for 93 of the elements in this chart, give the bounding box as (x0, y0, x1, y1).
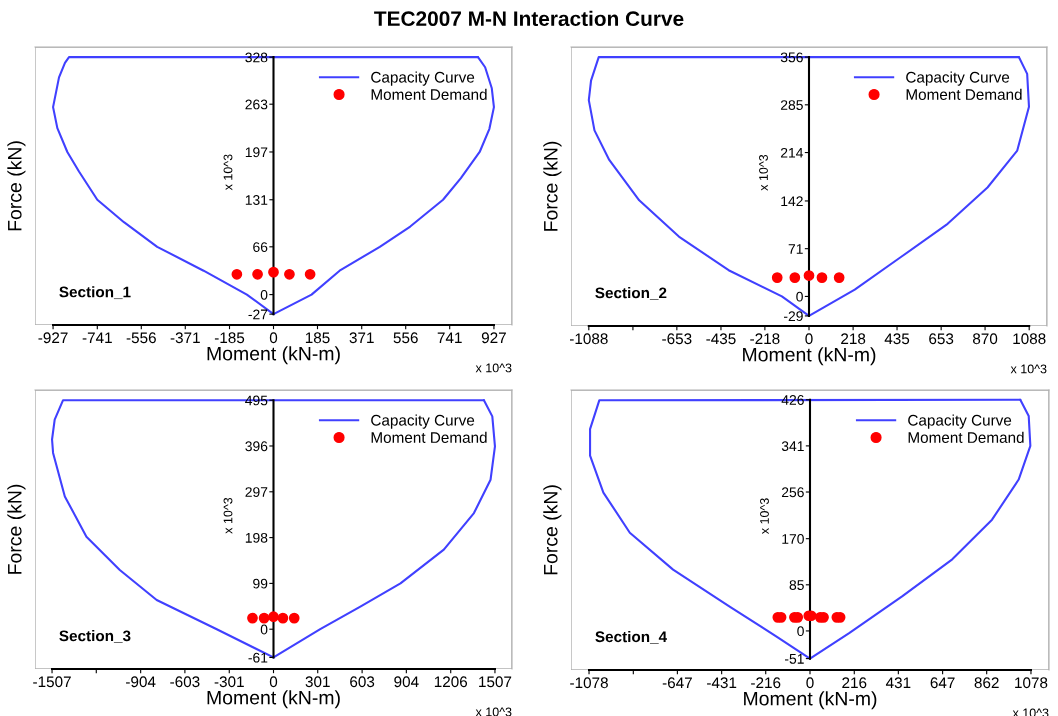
x-tick-label: -653 (662, 333, 692, 345)
y-tick-label: -51 (784, 654, 804, 664)
y-tick-label: 0 (260, 289, 268, 300)
x-tick-label: 927 (481, 332, 506, 344)
legend-label: Capacity Curve (371, 71, 475, 86)
text: x 10^3 (475, 707, 512, 716)
y-tick-label: -27 (248, 309, 268, 320)
y-tick-label: 263 (245, 99, 268, 110)
y-tick-label: 85 (789, 580, 804, 590)
x-tick-label: 0 (805, 333, 813, 345)
x-tick-label: -741 (82, 332, 112, 344)
y-tick-label: 131 (245, 195, 268, 205)
y-axis-title: Force (kN) (7, 484, 26, 574)
x-tick-label: 185 (305, 332, 330, 344)
x-tick-label: 603 (350, 676, 375, 688)
x-tick-label: -216 (751, 677, 781, 689)
y-tick-label: 0 (797, 626, 804, 637)
x-tick-label: -1078 (570, 677, 608, 689)
y-tick-label: -61 (248, 652, 268, 663)
y-tick-label: 170 (782, 534, 804, 544)
x-tick-label: 1078 (1015, 677, 1048, 689)
x-tick-label: -647 (662, 677, 692, 689)
x-tick-label: 301 (305, 676, 330, 688)
x-tick-label: 218 (841, 333, 866, 345)
legend-label: Capacity Curve (371, 414, 475, 429)
x-tick-label: 0 (806, 677, 814, 689)
x-tick-label: 653 (929, 333, 954, 345)
y-tick-label: 198 (245, 532, 268, 543)
x-tick-label: 741 (437, 332, 462, 344)
annotation: x 10^3 (759, 154, 768, 191)
x-tick-label: 556 (393, 332, 418, 344)
x-tick-label: -1507 (33, 676, 71, 688)
chart-title: TEC2007 M-N Interaction Curve (374, 10, 684, 27)
x-tick-label: 904 (394, 676, 419, 688)
x-tick-label: -603 (170, 676, 200, 688)
y-tick-label: 0 (260, 624, 268, 635)
x-tick-label: 371 (349, 332, 374, 344)
x-tick-label: 870 (972, 333, 998, 345)
x-tick-label: -1088 (569, 333, 608, 345)
y-axis-title: Force (kN) (543, 141, 562, 231)
x-tick-label: -218 (750, 333, 780, 345)
annotation: Section_1 (59, 286, 131, 300)
x-tick-label: -904 (126, 676, 156, 688)
x-tick-label: 862 (974, 677, 999, 689)
x-tick-label: 647 (930, 677, 955, 689)
x-tick-label: -435 (706, 333, 736, 345)
x-axis-title: Moment (kN-m) (743, 347, 876, 366)
y-tick-label: 71 (788, 244, 803, 254)
x-axis-title: Moment (kN-m) (207, 690, 340, 709)
legend-label: Moment Demand (906, 88, 1022, 100)
x-tick-label: 1088 (1013, 333, 1046, 345)
x-tick-label: 0 (269, 332, 278, 344)
legend-label: Capacity Curve (908, 414, 1012, 429)
x-tick-label: -185 (214, 332, 245, 344)
legend-label: Moment Demand (908, 431, 1024, 443)
y-tick-label: 142 (781, 196, 803, 206)
annotation: Section_3 (59, 630, 131, 643)
y-tick-label: -29 (783, 311, 803, 322)
y-tick-label: 341 (781, 441, 804, 452)
legend-label: Moment Demand (371, 88, 487, 100)
y-tick-label: 197 (245, 147, 268, 158)
x-tick-label: -371 (170, 332, 200, 344)
x-axis-title: Moment (kN-m) (207, 346, 340, 365)
x-tick-label: -927 (38, 332, 68, 344)
legend-label: Moment Demand (371, 431, 487, 443)
legend-label: Capacity Curve (906, 71, 1010, 86)
y-axis-title: Force (kN) (7, 141, 26, 231)
annotation: x 10^3 (223, 497, 233, 534)
annotation: x 10^3 (223, 154, 233, 191)
annotation: Section_4 (595, 630, 667, 644)
y-tick-label: 285 (780, 100, 803, 110)
text: x 10^3 (1010, 364, 1047, 374)
x-tick-label: -431 (707, 677, 737, 689)
x-tick-label: 431 (885, 677, 911, 689)
annotation: Section_2 (595, 287, 667, 300)
x-axis-title: Moment (kN-m) (744, 691, 877, 710)
y-tick-label: 396 (245, 441, 268, 452)
annotation: x 10^3 (760, 498, 769, 535)
x-tick-label: 216 (842, 677, 867, 689)
y-axis-title: Force (kN) (543, 485, 562, 575)
x-tick-label: -301 (214, 676, 244, 688)
y-tick-label: 256 (781, 487, 804, 498)
y-tick-label: 66 (253, 242, 268, 252)
x-tick-label: -556 (126, 332, 156, 344)
y-tick-label: 0 (796, 291, 803, 302)
x-tick-label: 0 (269, 676, 278, 688)
x-tick-label: 1507 (479, 676, 512, 688)
text: x 10^3 (475, 363, 512, 373)
x-tick-label: 1206 (434, 676, 468, 688)
y-tick-label: 99 (253, 578, 268, 589)
y-tick-label: 214 (780, 147, 804, 158)
x-tick-label: 435 (884, 333, 910, 345)
y-tick-label: 297 (245, 487, 268, 497)
